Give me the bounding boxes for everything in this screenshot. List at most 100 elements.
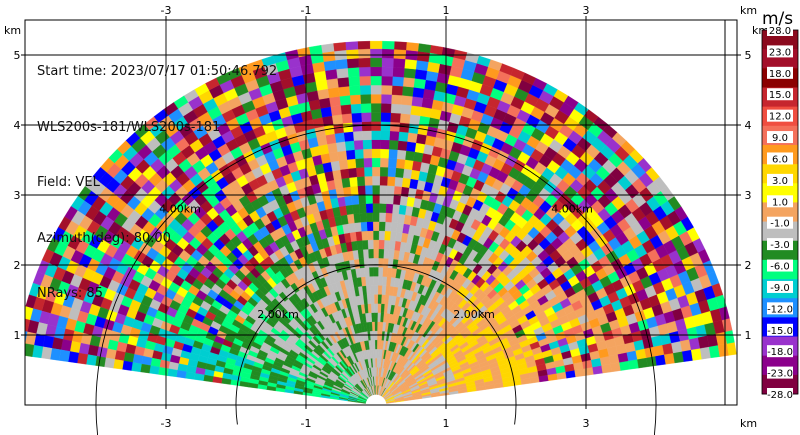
velocity-gate [377, 321, 381, 332]
velocity-gate [361, 121, 372, 132]
velocity-gate [360, 94, 372, 104]
velocity-sectors [25, 40, 737, 404]
velocity-gate [385, 203, 394, 214]
velocity-gate [348, 176, 358, 187]
velocity-gate [347, 67, 360, 78]
velocity-gate [379, 194, 387, 204]
velocity-gate [386, 185, 395, 196]
velocity-gate [25, 343, 26, 345]
velocity-gate [628, 359, 639, 370]
velocity-gate [377, 285, 383, 295]
velocity-gate [380, 112, 391, 123]
velocity-gate [381, 276, 387, 286]
y-tick-label-left: 3 [14, 189, 21, 202]
velocity-gate [421, 97, 434, 109]
x-tick-label-top: 3 [583, 4, 590, 17]
velocity-gate [359, 84, 371, 95]
velocity-gate [410, 169, 420, 181]
velocity-gate [396, 149, 407, 160]
velocity-gate [381, 84, 393, 95]
velocity-gate [362, 139, 372, 150]
velocity-gate [389, 130, 400, 141]
colorbar-tick-label: 15.0 [769, 90, 791, 101]
velocity-gate [331, 114, 343, 125]
velocity-gate [68, 351, 79, 364]
velocity-gate [347, 167, 357, 178]
velocity-gate [363, 157, 373, 168]
velocity-gate [407, 132, 418, 143]
velocity-gate [380, 130, 391, 141]
velocity-gate [346, 58, 360, 69]
range-ring-label: 4.00km [551, 203, 593, 216]
nrays-text: NRays: 85 [37, 286, 103, 301]
velocity-gate [393, 49, 407, 60]
velocity-gate [167, 368, 178, 378]
range-ring-label: 2.00km [453, 308, 495, 321]
velocity-gate [655, 354, 666, 366]
velocity-gate [359, 212, 367, 223]
colorbar-tick-label: 23.0 [769, 47, 791, 58]
velocity-gate [342, 122, 354, 133]
x-tick-label-bottom: 3 [583, 417, 590, 430]
y-tick-label-right: 5 [745, 49, 752, 62]
velocity-gate [358, 57, 371, 68]
velocity-gate [362, 148, 372, 159]
start-time-text: Start time: 2023/07/17 01:50:46.792 [37, 64, 278, 79]
velocity-gate [361, 112, 372, 123]
velocity-gate [369, 48, 383, 58]
velocity-gate [380, 94, 392, 104]
y-tick-label-right: 4 [745, 119, 752, 132]
velocity-gate [378, 230, 385, 241]
y-tick-label-left: 2 [14, 259, 21, 272]
velocity-gate [176, 370, 187, 379]
velocity-gate [373, 248, 379, 259]
velocity-gate [368, 257, 374, 268]
velocity-gate [376, 348, 379, 359]
velocity-gate [323, 60, 337, 71]
velocity-gate [356, 176, 366, 187]
velocity-gate [387, 167, 397, 178]
velocity-gate [371, 121, 381, 131]
velocity-gate [410, 105, 422, 116]
velocity-gate [392, 76, 404, 87]
colorbar-tick-label: 1.0 [772, 197, 788, 208]
velocity-gate [405, 42, 419, 52]
velocity-gate [374, 312, 378, 322]
velocity-gate [345, 149, 356, 160]
velocity-gate [354, 148, 364, 159]
velocity-gate [404, 58, 417, 70]
velocity-gate [381, 285, 387, 295]
velocity-gate [390, 112, 401, 123]
velocity-gate [384, 230, 391, 241]
velocity-gate [370, 112, 382, 122]
velocity-gate [158, 366, 169, 376]
velocity-gate [333, 42, 347, 52]
field-text: Field: VEL [37, 175, 100, 190]
velocity-gate [370, 103, 382, 113]
velocity-gate [373, 239, 379, 250]
velocity-gate [372, 194, 380, 204]
velocity-gate [401, 86, 414, 97]
velocity-gate [385, 212, 393, 223]
velocity-gate [371, 139, 381, 149]
velocity-gate [357, 40, 371, 50]
colorbar-tick-label: 18.0 [769, 69, 791, 80]
velocity-gate [357, 48, 371, 59]
velocity-gate [391, 213, 399, 224]
velocity-gate [365, 203, 373, 213]
x-tick-label-top: 1 [443, 4, 450, 17]
velocity-gate [369, 285, 375, 295]
colorbar-tick-label: -9.0 [770, 283, 790, 294]
azimuth-text: Azimuth(deg): 80.00 [37, 230, 171, 246]
velocity-gate [372, 185, 380, 195]
velocity-gate [346, 158, 357, 169]
info-box: Start time: 2023/07/17 01:50:46.792 WLS2… [37, 26, 277, 322]
velocity-gate [365, 194, 373, 204]
velocity-gate [372, 203, 380, 213]
velocity-gate [391, 85, 404, 96]
velocity-gate [353, 139, 364, 150]
velocity-gate [370, 94, 382, 104]
velocity-gate [374, 303, 378, 313]
velocity-gate [388, 148, 398, 159]
velocity-gate [400, 104, 412, 115]
